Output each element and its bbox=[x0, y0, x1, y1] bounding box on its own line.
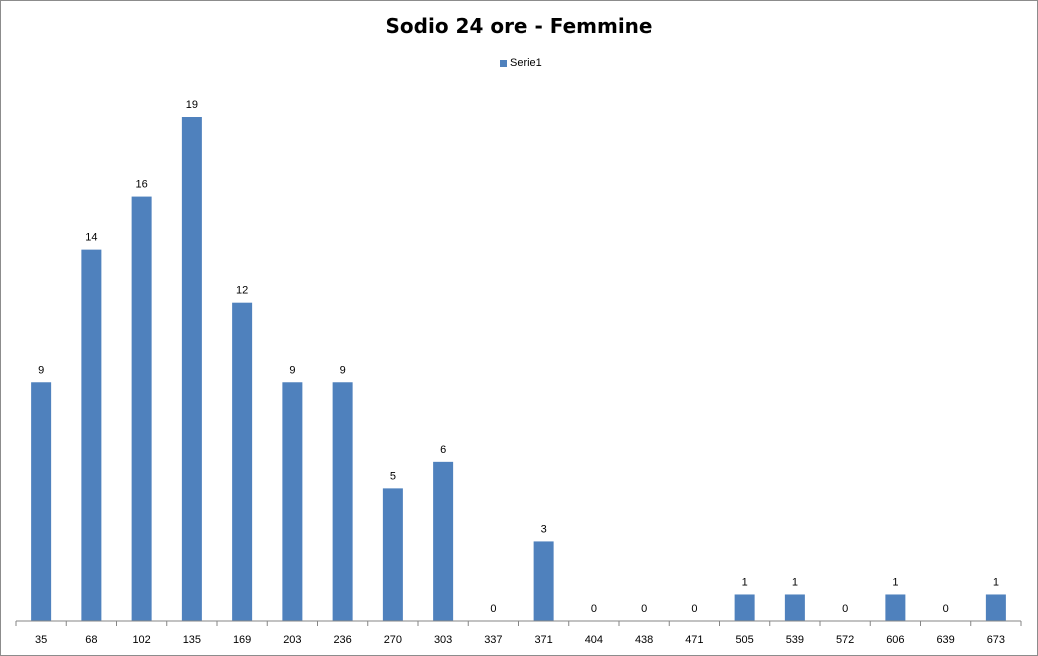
x-tick-label-303: 303 bbox=[434, 634, 452, 646]
bar-68 bbox=[81, 249, 102, 621]
bar-35 bbox=[31, 382, 52, 621]
data-label-68: 14 bbox=[85, 232, 97, 244]
x-tick-label-337: 337 bbox=[484, 634, 502, 646]
data-label-404: 0 bbox=[591, 603, 597, 615]
x-tick-label-236: 236 bbox=[333, 634, 351, 646]
data-label-606: 1 bbox=[892, 576, 898, 588]
bar-673 bbox=[985, 594, 1006, 621]
data-label-505: 1 bbox=[742, 576, 748, 588]
x-tick-label-68: 68 bbox=[85, 634, 97, 646]
data-label-203: 9 bbox=[289, 364, 295, 376]
data-label-639: 0 bbox=[943, 603, 949, 615]
x-tick-label-35: 35 bbox=[35, 634, 47, 646]
data-label-471: 0 bbox=[691, 603, 697, 615]
x-axis-ticks bbox=[15, 621, 1022, 626]
data-label-539: 1 bbox=[792, 576, 798, 588]
bar-169 bbox=[232, 302, 253, 621]
data-label-337: 0 bbox=[490, 603, 496, 615]
x-tick-label-169: 169 bbox=[233, 634, 251, 646]
data-label-303: 6 bbox=[440, 444, 446, 456]
chart-title: Sodio 24 ore - Femmine bbox=[385, 14, 653, 38]
bar-270 bbox=[382, 488, 403, 621]
x-tick-label-539: 539 bbox=[786, 634, 804, 646]
legend-swatch bbox=[500, 59, 507, 67]
x-tick-label-639: 639 bbox=[936, 634, 954, 646]
data-label-169: 12 bbox=[236, 285, 248, 297]
bar-505 bbox=[734, 594, 755, 621]
data-label-371: 3 bbox=[541, 523, 547, 535]
data-labels-group: 9 14 16 19 12 9 9 5 6 0 3 0 0 0 1 1 0 1 0 1 bbox=[38, 99, 999, 615]
data-label-270: 5 bbox=[390, 470, 396, 482]
legend: Serie1 bbox=[500, 57, 542, 69]
x-tick-label-471: 471 bbox=[685, 634, 703, 646]
bar-135 bbox=[181, 117, 202, 621]
data-label-135: 19 bbox=[186, 99, 198, 111]
data-label-673: 1 bbox=[993, 576, 999, 588]
bar-203 bbox=[282, 382, 303, 621]
x-tick-label-102: 102 bbox=[132, 634, 150, 646]
bar-102 bbox=[131, 196, 152, 621]
bar-606 bbox=[885, 594, 906, 621]
data-label-236: 9 bbox=[340, 364, 346, 376]
x-tick-label-572: 572 bbox=[836, 634, 854, 646]
x-tick-label-371: 371 bbox=[534, 634, 552, 646]
data-label-102: 16 bbox=[136, 179, 148, 191]
x-tick-label-270: 270 bbox=[384, 634, 402, 646]
x-tick-label-606: 606 bbox=[886, 634, 904, 646]
x-tick-label-404: 404 bbox=[585, 634, 603, 646]
x-tick-label-203: 203 bbox=[283, 634, 301, 646]
data-label-438: 0 bbox=[641, 603, 647, 615]
x-tick-label-673: 673 bbox=[987, 634, 1005, 646]
x-tick-label-135: 135 bbox=[183, 634, 201, 646]
x-tick-label-505: 505 bbox=[735, 634, 753, 646]
bars-group bbox=[31, 117, 1006, 621]
data-label-572: 0 bbox=[842, 603, 848, 615]
bar-303 bbox=[433, 461, 454, 621]
bar-371 bbox=[533, 541, 554, 621]
x-axis-tick-labels: 35 68 102 135 169 203 236 270 303 337 371 404 438 471… bbox=[35, 634, 1005, 646]
x-tick-label-438: 438 bbox=[635, 634, 653, 646]
data-label-35: 9 bbox=[38, 364, 44, 376]
legend-label: Serie1 bbox=[510, 57, 542, 69]
bar-236 bbox=[332, 382, 353, 621]
bar-539 bbox=[784, 594, 805, 621]
